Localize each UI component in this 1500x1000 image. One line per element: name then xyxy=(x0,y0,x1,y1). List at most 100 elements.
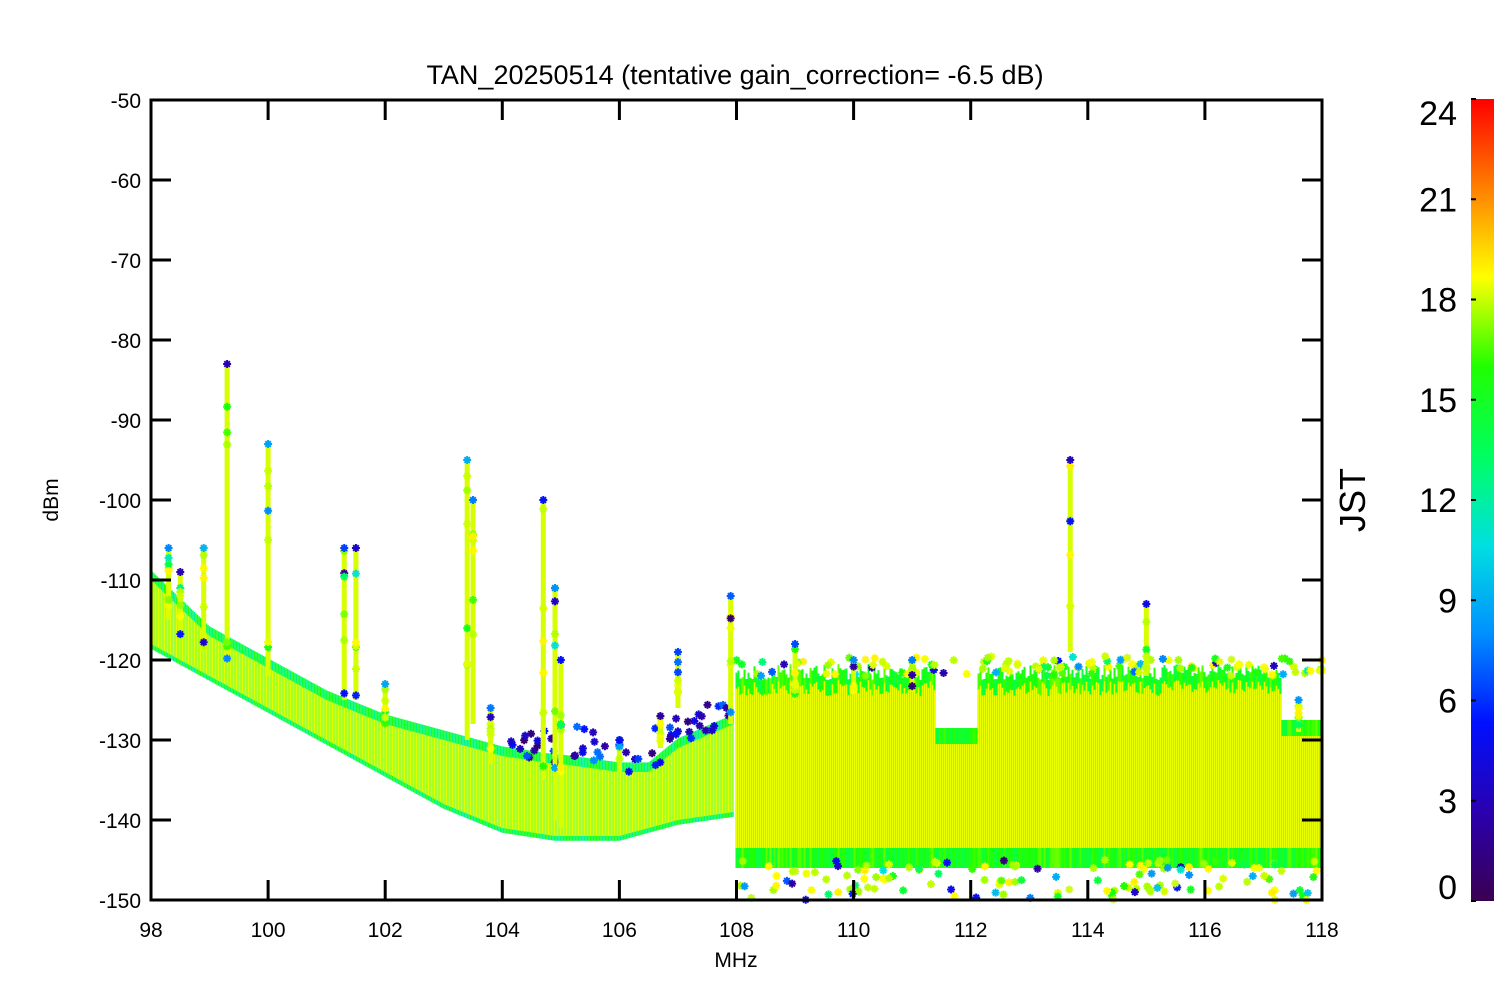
data-point xyxy=(463,456,472,464)
signal-spike xyxy=(556,656,565,828)
data-point xyxy=(912,653,921,662)
data-point xyxy=(469,595,478,604)
data-point xyxy=(199,574,208,583)
data-point xyxy=(1142,664,1151,673)
data-point xyxy=(580,725,589,734)
y-tick-label: -120 xyxy=(99,650,141,673)
data-point xyxy=(972,893,981,902)
x-tick-label: 98 xyxy=(139,919,162,942)
data-point xyxy=(1187,663,1196,672)
data-point xyxy=(1001,664,1010,673)
data-point xyxy=(1162,856,1171,865)
y-tick-label: -110 xyxy=(101,570,141,593)
data-point xyxy=(223,440,232,449)
data-point xyxy=(683,717,692,726)
data-point xyxy=(822,669,831,678)
data-point xyxy=(710,721,719,730)
data-point xyxy=(590,737,599,746)
data-point xyxy=(791,640,800,648)
data-point xyxy=(987,652,996,661)
data-point xyxy=(1155,856,1164,865)
signal-spike xyxy=(351,544,360,700)
data-point xyxy=(556,711,565,720)
data-point xyxy=(1130,888,1139,897)
data-point xyxy=(199,564,208,573)
data-point xyxy=(1123,653,1132,662)
data-point xyxy=(1116,655,1125,664)
data-point xyxy=(849,685,858,694)
data-point xyxy=(1176,865,1185,874)
data-point xyxy=(1130,663,1139,672)
data-point xyxy=(726,657,735,666)
data-point xyxy=(673,676,682,685)
data-point xyxy=(651,724,660,733)
data-point xyxy=(833,862,842,871)
data-point xyxy=(672,730,681,739)
data-point xyxy=(520,736,529,745)
data-point xyxy=(1294,696,1303,704)
data-point xyxy=(340,610,349,619)
data-point xyxy=(905,863,914,872)
data-point xyxy=(1306,666,1315,675)
data-point xyxy=(1104,663,1113,672)
data-point xyxy=(1057,663,1066,672)
data-point xyxy=(1294,709,1303,718)
data-point xyxy=(199,638,208,647)
data-point xyxy=(673,658,682,667)
data-point xyxy=(1088,663,1097,672)
data-point xyxy=(1294,720,1303,729)
chart-title: TAN_20250514 (tentative gain_correction=… xyxy=(426,60,1043,90)
data-point xyxy=(1158,654,1167,663)
x-tick-label: 118 xyxy=(1305,919,1338,942)
data-point xyxy=(1163,863,1172,872)
data-point xyxy=(772,871,781,880)
x-tick-label: 102 xyxy=(368,919,403,942)
y-tick-label: -50 xyxy=(111,90,141,113)
data-point xyxy=(164,553,173,562)
data-point xyxy=(1066,456,1075,464)
data-point xyxy=(1227,655,1236,664)
data-point xyxy=(807,886,816,895)
data-point xyxy=(885,874,894,883)
data-point xyxy=(533,736,542,745)
data-point xyxy=(769,886,778,895)
data-point xyxy=(1052,872,1061,881)
data-point xyxy=(915,865,924,874)
data-point xyxy=(1130,667,1139,676)
colorbar-tick-label: 18 xyxy=(1419,282,1457,320)
data-point xyxy=(486,713,495,722)
data-point xyxy=(533,741,542,750)
data-point xyxy=(726,708,735,717)
data-point xyxy=(1303,889,1312,898)
signal-spike xyxy=(1142,600,1151,676)
data-point xyxy=(1185,871,1194,880)
colorbar-tick-label: 12 xyxy=(1419,482,1457,520)
data-point xyxy=(853,662,862,671)
data-point xyxy=(1227,671,1236,680)
data-point xyxy=(1042,671,1051,680)
data-point xyxy=(1124,883,1133,892)
signal-spike xyxy=(164,544,173,620)
x-tick-label: 114 xyxy=(1071,919,1105,942)
data-point xyxy=(861,671,870,680)
data-point xyxy=(880,875,889,884)
data-point xyxy=(381,680,390,688)
data-point xyxy=(463,624,472,633)
signal-spike xyxy=(550,584,559,820)
signal-spike xyxy=(176,568,185,639)
signal-spike xyxy=(539,496,548,780)
data-point xyxy=(872,873,881,882)
colorbar-tick-label: 0 xyxy=(1438,869,1457,907)
data-point xyxy=(802,869,811,878)
data-point xyxy=(656,737,665,746)
data-point xyxy=(1034,665,1043,674)
data-point xyxy=(381,713,390,722)
data-point xyxy=(1146,887,1155,896)
data-point xyxy=(486,727,495,736)
data-point xyxy=(943,858,952,867)
data-point xyxy=(849,662,858,671)
data-point xyxy=(1312,867,1321,876)
data-point xyxy=(999,890,1008,899)
data-point xyxy=(899,886,908,895)
data-point xyxy=(651,761,660,770)
